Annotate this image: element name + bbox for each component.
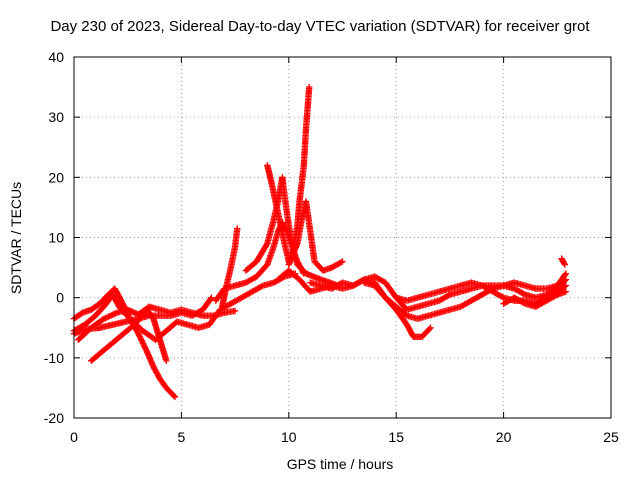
data-point [120, 301, 127, 308]
data-point [120, 303, 128, 310]
data-point [445, 292, 452, 299]
data-point [208, 294, 215, 301]
x-tick-label: 0 [70, 429, 78, 445]
y-tick-label: 10 [48, 230, 64, 246]
data-point [562, 270, 570, 277]
series-track-13 [360, 270, 570, 322]
data-point [561, 261, 569, 268]
data-point [402, 311, 409, 318]
data-point [138, 337, 145, 344]
x-tick-label: 10 [281, 429, 297, 445]
data-point [109, 311, 116, 318]
data-point [426, 325, 433, 333]
y-tick-label: 20 [48, 169, 64, 185]
data-point [234, 225, 241, 232]
y-tick-label: 30 [48, 109, 64, 125]
data-point [207, 295, 214, 303]
y-tick-label: 40 [48, 49, 64, 65]
data-point [306, 83, 313, 91]
series-track-16 [558, 255, 569, 268]
y-tick-label: 0 [56, 290, 64, 306]
x-tick-label: 25 [603, 429, 619, 445]
series-track-9 [264, 83, 313, 265]
series-track-5 [88, 306, 170, 365]
data-point [561, 283, 568, 290]
chart-title: Day 230 of 2023, Sidereal Day-to-day VTE… [50, 18, 590, 35]
data-point [520, 290, 527, 298]
series-track-15 [500, 288, 570, 310]
data-point [149, 314, 156, 321]
data-point [142, 345, 149, 353]
series-track-1 [70, 270, 299, 343]
data-point [499, 293, 506, 301]
data-point [170, 392, 178, 399]
data-point [106, 312, 113, 320]
x-tick-label: 15 [388, 429, 404, 445]
data-point [134, 329, 141, 336]
data-point [139, 338, 146, 346]
data-point [338, 259, 345, 266]
series-track-2 [70, 285, 179, 401]
data-point [140, 341, 147, 349]
data-point [562, 282, 570, 289]
data-point [171, 393, 179, 401]
data-point [561, 271, 569, 278]
data-point [137, 334, 144, 342]
x-tick-label: 20 [496, 429, 512, 445]
x-axis-label: GPS time / hours [286, 456, 394, 472]
data-point [562, 288, 570, 295]
data-point [263, 241, 270, 248]
data-point [339, 258, 346, 265]
y-tick-label: -10 [44, 350, 64, 366]
data-point [520, 299, 527, 307]
x-tick-label: 5 [178, 429, 186, 445]
y-tick-label: -20 [44, 410, 64, 426]
data-point [427, 324, 434, 331]
data-point [258, 283, 265, 290]
data-point [102, 314, 109, 322]
y-axis-label: SDTVAR / TECUs [8, 181, 24, 295]
data-point [163, 357, 170, 365]
data-point [231, 307, 239, 315]
data-point [117, 296, 124, 303]
series-track-10 [285, 198, 346, 274]
